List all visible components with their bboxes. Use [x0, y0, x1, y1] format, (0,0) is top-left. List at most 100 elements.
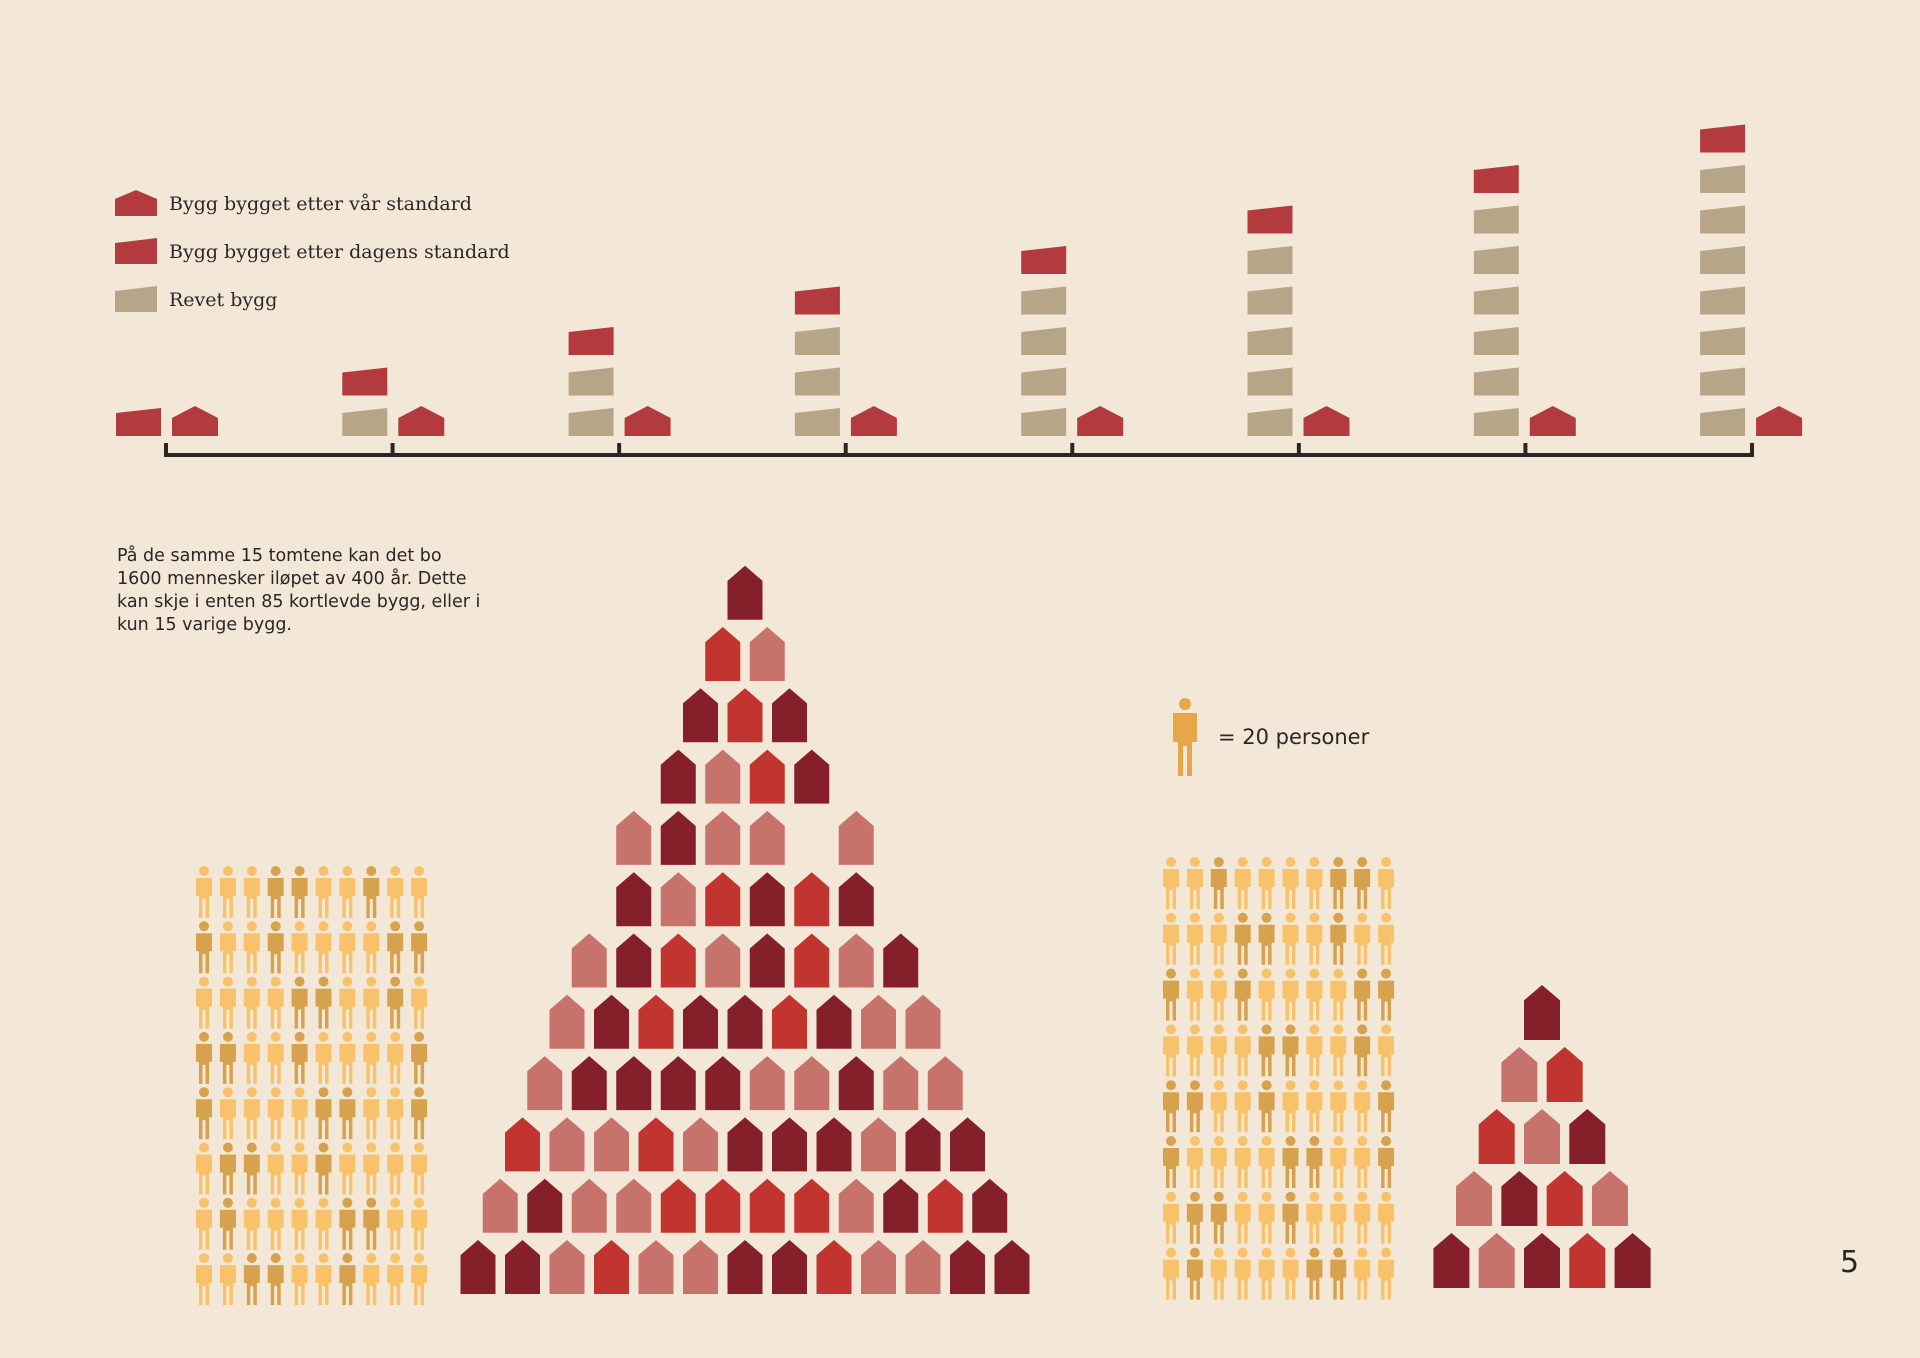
- house-icon: [594, 1117, 629, 1172]
- bar-dagens-standard: [1247, 205, 1293, 234]
- person-icon: [1210, 912, 1227, 965]
- house-icon: [994, 1240, 1030, 1294]
- house-icon: [616, 1056, 652, 1111]
- person-icon: [1282, 1191, 1299, 1244]
- house-icon: [1456, 1171, 1493, 1226]
- person-icon: [315, 1197, 332, 1250]
- person-icon: [267, 1142, 284, 1195]
- house-icon: [638, 1240, 674, 1294]
- person-icon: [1163, 968, 1179, 1021]
- house-icon: [683, 994, 718, 1049]
- person-icon: [363, 921, 380, 974]
- person-icon: [291, 1087, 308, 1140]
- person-icon: [1210, 1080, 1227, 1133]
- person-icon: [363, 1031, 380, 1084]
- house-icon: [727, 994, 763, 1049]
- person-icon: [1234, 1024, 1251, 1077]
- person-icon: [1210, 968, 1227, 1021]
- person-icon: [291, 1031, 308, 1084]
- intro-text: På de samme 15 tomtene kan det bo 1600 m…: [117, 545, 527, 637]
- house-icon: [505, 1117, 540, 1172]
- house-icon: [950, 1240, 985, 1294]
- person-icon: [1354, 968, 1371, 1021]
- person-icon: [387, 1197, 404, 1250]
- person-icon: [1258, 1080, 1275, 1133]
- house-icon: [749, 1056, 785, 1111]
- bar-var-standard: [172, 406, 218, 436]
- person-icon: [1354, 1247, 1371, 1300]
- bar-revet-bygg: [1021, 367, 1067, 396]
- bar-revet-bygg: [1021, 408, 1067, 436]
- bar-revet-bygg: [1473, 408, 1519, 436]
- person-icon: [1306, 857, 1323, 909]
- house-icon: [861, 994, 896, 1049]
- house-icon: [660, 1056, 696, 1111]
- house-icon: [482, 1178, 518, 1233]
- person-icon: [1234, 1191, 1251, 1244]
- house-icon: [883, 1178, 919, 1233]
- bar-var-standard: [1529, 406, 1576, 436]
- person-icon: [339, 1087, 356, 1140]
- house-icon: [816, 1240, 852, 1294]
- bar-revet-bygg: [1700, 286, 1746, 315]
- house-icon: [660, 1178, 696, 1233]
- house-icon: [838, 810, 874, 865]
- person-icon: [243, 866, 260, 918]
- person-icon: [1354, 857, 1371, 909]
- block-icon: [115, 238, 157, 264]
- person-icon: [243, 921, 260, 974]
- house-icon: [749, 933, 785, 988]
- bar-dagens-standard: [568, 327, 614, 355]
- person-icon: [1282, 857, 1299, 909]
- person-icon: [1354, 1136, 1371, 1188]
- house-icon: [616, 1178, 652, 1233]
- person-icon: [267, 1253, 284, 1306]
- house-pyramid-small: [1433, 985, 1651, 1288]
- house-icon: [505, 1240, 540, 1294]
- house-icon: [683, 1117, 718, 1172]
- house-icon: [1501, 1047, 1538, 1102]
- house-icon: [1591, 1171, 1628, 1226]
- timeline-chart: [116, 124, 1803, 436]
- person-icon: [243, 1031, 260, 1084]
- person-icon: [196, 1197, 212, 1250]
- bar-revet-bygg: [1700, 165, 1746, 193]
- person-icon: [387, 866, 404, 918]
- person-icon: [1306, 1136, 1323, 1188]
- person-icon: [1163, 857, 1179, 909]
- bar-revet-bygg: [794, 408, 840, 436]
- person-icon: [363, 1087, 380, 1140]
- person-key-label: = 20 personer: [1218, 725, 1370, 749]
- person-icon: [1186, 912, 1203, 965]
- person-icon: [339, 1253, 356, 1306]
- person-icon: [363, 1253, 380, 1306]
- person-icon: [315, 976, 332, 1029]
- house-icon: [905, 994, 941, 1049]
- house-icon: [705, 810, 741, 865]
- chart-legend: Bygg bygget etter vår standard Bygg bygg…: [115, 180, 510, 324]
- bar-var-standard: [1303, 406, 1350, 436]
- person-icon: [411, 1253, 428, 1306]
- person-icon: [363, 1197, 380, 1250]
- bar-revet-bygg: [342, 408, 388, 436]
- person-icon: [315, 1031, 332, 1084]
- person-icon: [1163, 912, 1179, 965]
- person-icon: [339, 1031, 356, 1084]
- person-icon: [1378, 968, 1395, 1021]
- person-icon: [1258, 968, 1275, 1021]
- person-icon: [1258, 1247, 1275, 1300]
- house-icon: [1524, 1109, 1560, 1164]
- house-icon: [527, 1178, 563, 1233]
- page-number: 5: [1840, 1245, 1860, 1280]
- person-icon: [1163, 1136, 1179, 1188]
- person-icon: [243, 1087, 260, 1140]
- bar-dagens-standard: [1700, 124, 1746, 153]
- house-icon: [705, 933, 741, 988]
- house-icon: [838, 1178, 874, 1233]
- person-icon: [1282, 912, 1299, 965]
- house-icon: [749, 810, 785, 865]
- person-icon: [219, 1087, 236, 1140]
- bar-var-standard: [850, 406, 897, 436]
- person-icon: [1354, 1080, 1371, 1133]
